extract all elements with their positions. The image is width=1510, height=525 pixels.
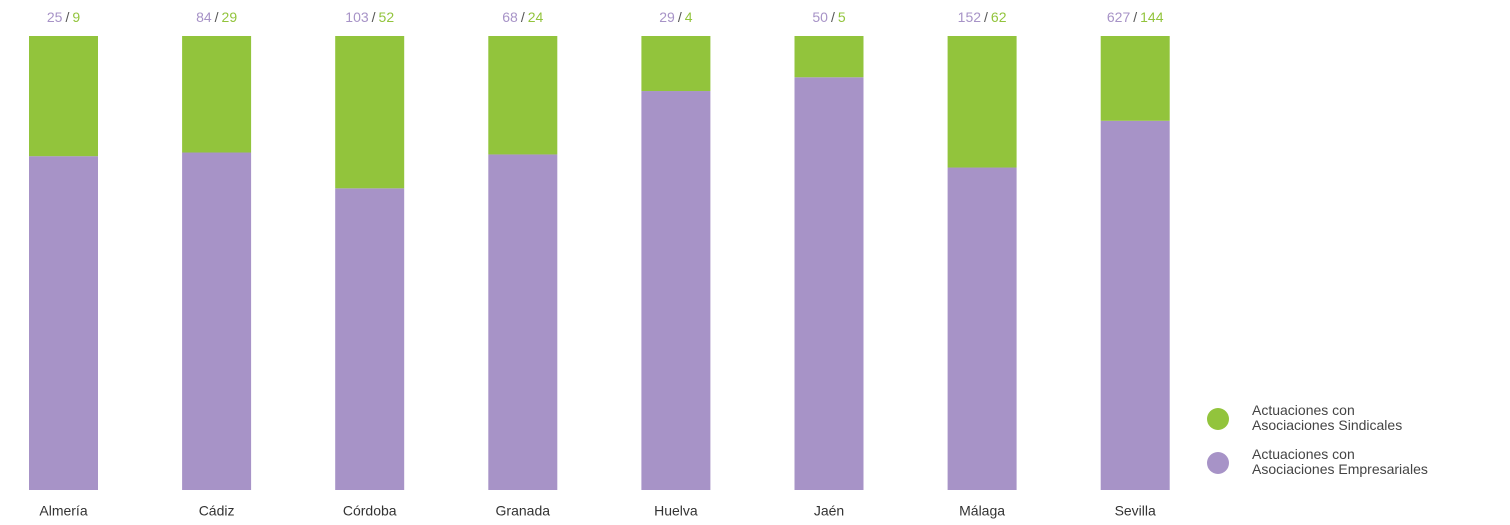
x-tick-label: Cádiz xyxy=(199,503,235,519)
value-label: 25/9 xyxy=(47,9,80,25)
x-tick-label: Jaén xyxy=(814,503,844,519)
bar-segment xyxy=(794,77,864,490)
value-label-part: 25 xyxy=(47,9,63,25)
value-label: 50/5 xyxy=(812,9,845,25)
value-label: 68/24 xyxy=(502,9,543,25)
value-separator: / xyxy=(372,9,376,25)
bar-segment xyxy=(335,36,405,189)
bar-segment xyxy=(641,91,711,490)
x-tick-label: Córdoba xyxy=(343,503,397,519)
value-label: 84/29 xyxy=(196,9,237,25)
bar-segment xyxy=(947,167,1017,490)
value-label-part: 627 xyxy=(1107,9,1131,25)
bar-segment xyxy=(29,36,98,157)
bar-segment xyxy=(29,156,98,491)
bar-segment xyxy=(947,36,1017,168)
value-label-part: 52 xyxy=(379,9,395,25)
value-label-part: 103 xyxy=(345,9,369,25)
value-separator: / xyxy=(215,9,219,25)
value-label-part: 62 xyxy=(991,9,1007,25)
legend-label: Actuaciones con Asociaciones Empresarial… xyxy=(1252,446,1428,477)
bar-segment xyxy=(641,36,711,92)
value-label-part: 50 xyxy=(812,9,828,25)
x-tick-label: Málaga xyxy=(959,503,1005,519)
bar-segment xyxy=(488,36,558,155)
bar-segment xyxy=(1100,36,1170,121)
legend-marker xyxy=(1207,408,1229,430)
x-tick-label: Granada xyxy=(496,503,551,519)
legend-marker xyxy=(1207,452,1229,474)
value-separator: / xyxy=(984,9,988,25)
value-label: 103/52 xyxy=(345,9,394,25)
value-label: 627/144 xyxy=(1107,9,1164,25)
value-label-part: 5 xyxy=(838,9,846,25)
value-label-part: 4 xyxy=(685,9,693,25)
x-tick-label: Sevilla xyxy=(1115,503,1156,519)
value-separator: / xyxy=(521,9,525,25)
value-separator: / xyxy=(678,9,682,25)
value-label: 152/62 xyxy=(958,9,1007,25)
bar-segment xyxy=(794,36,864,78)
value-label-part: 144 xyxy=(1140,9,1164,25)
value-separator: / xyxy=(1133,9,1137,25)
value-separator: / xyxy=(65,9,69,25)
bar-segment xyxy=(182,36,252,153)
value-label-part: 9 xyxy=(72,9,80,25)
value-label-part: 68 xyxy=(502,9,518,25)
value-label-part: 152 xyxy=(958,9,982,25)
value-label-part: 84 xyxy=(196,9,212,25)
value-label-part: 29 xyxy=(222,9,238,25)
value-separator: / xyxy=(831,9,835,25)
bar-segment xyxy=(1100,120,1170,491)
bar-segment xyxy=(182,152,252,490)
value-label-part: 24 xyxy=(528,9,544,25)
x-tick-label: Huelva xyxy=(654,503,698,519)
bar-segment xyxy=(488,154,558,490)
value-label-part: 29 xyxy=(659,9,675,25)
bar-segment xyxy=(335,188,405,490)
value-label: 29/4 xyxy=(659,9,692,25)
x-tick-label: Almería xyxy=(39,503,87,519)
legend-label: Actuaciones con Asociaciones Sindicales xyxy=(1252,402,1403,433)
